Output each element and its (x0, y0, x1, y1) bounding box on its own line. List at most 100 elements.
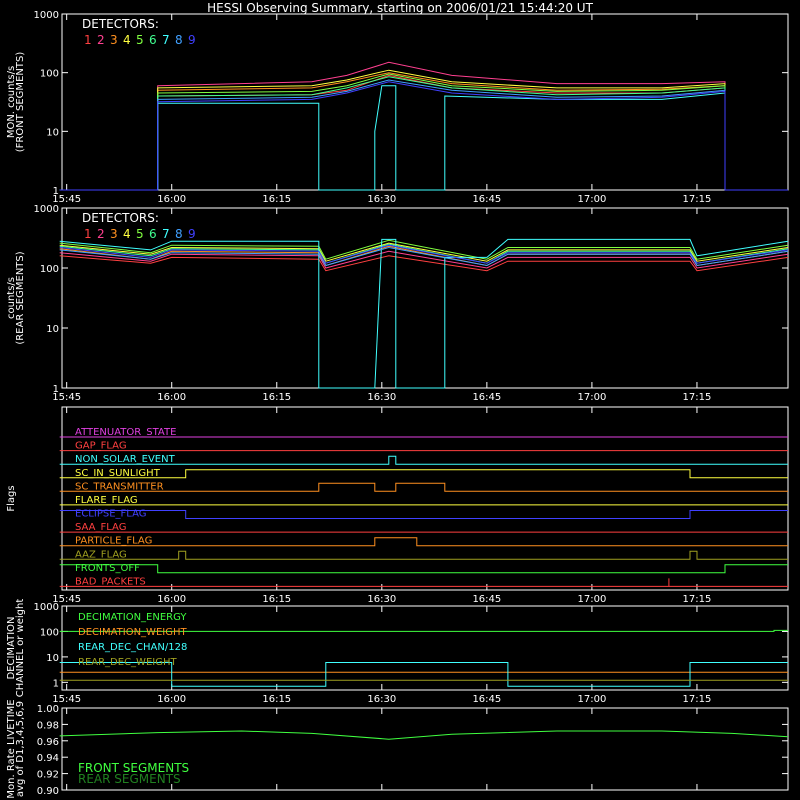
x-tick-label: 16:00 (157, 694, 186, 705)
detector-number: 5 (136, 33, 144, 47)
detector-number: 5 (136, 227, 144, 241)
series-line (59, 244, 789, 264)
x-tick-label: 16:30 (367, 194, 396, 205)
y-axis-label: counts/s (6, 277, 17, 319)
detector-number: 3 (110, 33, 118, 47)
detector-number: 1 (84, 227, 92, 241)
y-tick-label: 10 (46, 653, 59, 664)
x-tick-label: 16:00 (157, 392, 186, 403)
y-tick-label: 1000 (34, 204, 59, 215)
flag-label: SAA_FLAG (75, 522, 126, 533)
x-tick-label: 15:45 (52, 392, 81, 403)
flag-label: BAD_PACKETS (75, 576, 146, 587)
y-axis-label: CHANNEL or weight (15, 599, 26, 698)
x-tick-label: 16:15 (262, 694, 291, 705)
detector-number: 7 (162, 227, 170, 241)
series-line (59, 250, 789, 269)
series-line (59, 72, 788, 191)
y-axis-label: Flags (6, 485, 17, 511)
flag-label: FLARE_FLAG (75, 495, 138, 506)
y-tick-label: 1 (53, 186, 59, 197)
legend-entry: DECIMATION_ENERGY (78, 612, 187, 623)
y-axis-label: (FRONT SEGMENTS) (15, 52, 26, 153)
detector-number: 7 (162, 33, 170, 47)
x-tick-label: 16:30 (367, 594, 396, 605)
legend-entry: FRONT SEGMENTS (78, 761, 189, 775)
detector-number: 8 (175, 33, 183, 47)
y-tick-label: 0.98 (37, 720, 59, 731)
panel-frame (61, 605, 789, 691)
x-tick-label: 16:00 (157, 194, 186, 205)
series-line (59, 85, 788, 191)
y-tick-label: 0.90 (37, 786, 59, 797)
y-tick-label: 10 (46, 127, 59, 138)
x-tick-label: 16:15 (262, 392, 291, 403)
y-tick-label: 0.94 (37, 753, 59, 764)
detector-number: 2 (97, 33, 105, 47)
flag-label: SC_TRANSMITTER (75, 481, 164, 492)
flag-label: PARTICLE_FLAG (75, 536, 152, 547)
series-line (59, 81, 788, 191)
flag-label: GAP_FLAG (75, 441, 127, 452)
x-tick-label: 15:45 (52, 194, 81, 205)
detector-number: 1 (84, 33, 92, 47)
x-tick-label: 17:15 (683, 194, 712, 205)
series-line (59, 238, 789, 389)
detectors-label: DETECTORS: (82, 17, 159, 31)
detector-number: 6 (149, 227, 157, 241)
y-tick-label: 100 (40, 627, 59, 638)
y-tick-label: 0.96 (37, 737, 59, 748)
detector-number: 3 (110, 227, 118, 241)
flag-line (59, 537, 788, 547)
y-tick-label: 1 (53, 384, 59, 395)
flag-line (59, 564, 788, 574)
x-tick-label: 16:00 (157, 594, 186, 605)
x-tick-label: 16:15 (262, 594, 291, 605)
flag-label: AAZ_FLAG (75, 549, 127, 560)
flag-line (59, 550, 788, 560)
y-axis-label: avg of D1,3,4,5,6,9 (15, 701, 26, 797)
detector-number: 2 (97, 227, 105, 241)
series-line (59, 239, 789, 260)
x-tick-label: 15:45 (52, 694, 81, 705)
x-tick-label: 15:45 (52, 594, 81, 605)
y-tick-label: 1000 (34, 10, 59, 21)
legend-entry: REAR SEGMENTS (78, 772, 181, 786)
series-line (59, 61, 788, 191)
x-tick-label: 16:45 (472, 392, 501, 403)
flag-line (59, 455, 788, 465)
detector-number: 8 (175, 227, 183, 241)
y-tick-label: 1.00 (37, 704, 59, 715)
y-tick-label: 100 (40, 264, 59, 275)
panel-frame (61, 707, 789, 791)
x-tick-label: 17:15 (683, 594, 712, 605)
chart-title: HESSI Observing Summary, starting on 200… (207, 1, 593, 15)
flag-line (59, 469, 788, 479)
x-tick-label: 16:30 (367, 392, 396, 403)
series-line (59, 255, 789, 272)
legend-entry: REAR_DEC_WEIGHT (78, 657, 177, 668)
series-line (59, 629, 788, 632)
series-line (59, 243, 789, 264)
series-line (59, 79, 788, 191)
detectors-label: DETECTORS: (82, 211, 159, 225)
x-tick-label: 16:45 (472, 594, 501, 605)
y-tick-label: 0.92 (37, 770, 59, 781)
series-line (59, 242, 789, 262)
y-axis-label: Mon. Rate LIVETIME (6, 699, 17, 798)
series-line (59, 730, 789, 740)
legend-entry: REAR_DEC_CHAN/128 (78, 642, 187, 653)
x-tick-label: 16:45 (472, 194, 501, 205)
series-line (59, 76, 788, 191)
x-tick-label: 16:30 (367, 694, 396, 705)
y-axis-label: DECIMATION (6, 616, 17, 679)
flag-label: ATTENUATOR_STATE (75, 427, 176, 438)
x-tick-label: 17:00 (577, 392, 606, 403)
panel-frame (61, 406, 789, 591)
detector-number: 9 (188, 227, 196, 241)
x-tick-label: 17:00 (577, 194, 606, 205)
series-line (59, 662, 788, 687)
y-axis-label: (REAR SEGMENTS) (15, 251, 26, 344)
